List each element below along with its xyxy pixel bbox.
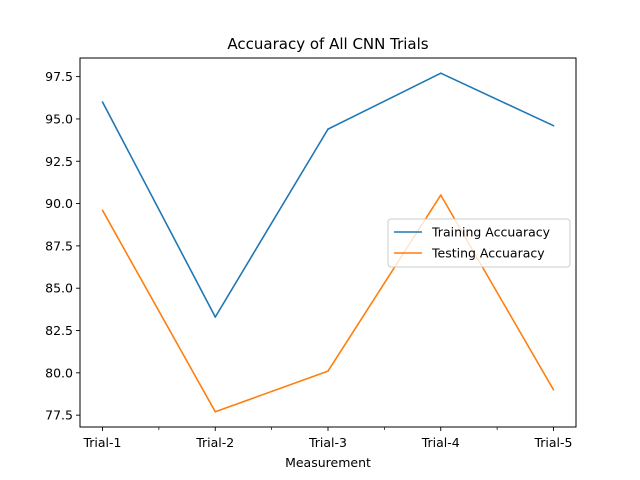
data-point xyxy=(552,124,555,127)
x-axis-label: Measurement xyxy=(285,455,371,470)
data-point xyxy=(214,316,217,318)
legend: Training Accuaracy Testing Accuaracy xyxy=(387,218,571,268)
x-tick-label: Trial-5 xyxy=(533,435,572,450)
data-point xyxy=(439,194,442,196)
x-tick-label: Trial-3 xyxy=(308,435,347,450)
legend-label: Training Accuaracy xyxy=(431,225,551,240)
data-point xyxy=(101,101,104,103)
y-tick-label: 90.0 xyxy=(45,196,73,211)
y-tick-label: 95.0 xyxy=(45,111,73,126)
x-tick-label: Trial-1 xyxy=(82,435,121,450)
data-point xyxy=(214,410,217,413)
series-line-1 xyxy=(101,72,554,318)
chart-title: Accuaracy of All CNN Trials xyxy=(227,35,428,53)
y-axis: 77.5 80.0 82.5 85.0 87.5 90.0 92.5 95.0 97.5 xyxy=(45,69,80,423)
data-point xyxy=(101,209,104,212)
data-point xyxy=(552,388,555,391)
y-tick-label: 97.5 xyxy=(45,69,73,84)
data-point xyxy=(439,72,442,75)
y-tick-label: 77.5 xyxy=(45,408,73,423)
data-point xyxy=(327,128,329,130)
y-tick-label: 85.0 xyxy=(45,281,73,296)
y-tick-label: 92.5 xyxy=(45,154,73,169)
legend-label: Testing Accuaracy xyxy=(431,246,545,261)
y-tick-label: 82.5 xyxy=(45,323,73,338)
x-tick-label: Trial-4 xyxy=(421,435,460,450)
data-point xyxy=(327,370,329,372)
x-axis: Trial-1 Trial-2 Trial-3 Trial-4 Trial-5 xyxy=(82,427,573,450)
y-tick-label: 87.5 xyxy=(45,238,73,253)
x-tick-label: Trial-2 xyxy=(195,435,234,450)
y-tick-label: 80.0 xyxy=(45,365,73,380)
legend-box xyxy=(387,218,571,268)
